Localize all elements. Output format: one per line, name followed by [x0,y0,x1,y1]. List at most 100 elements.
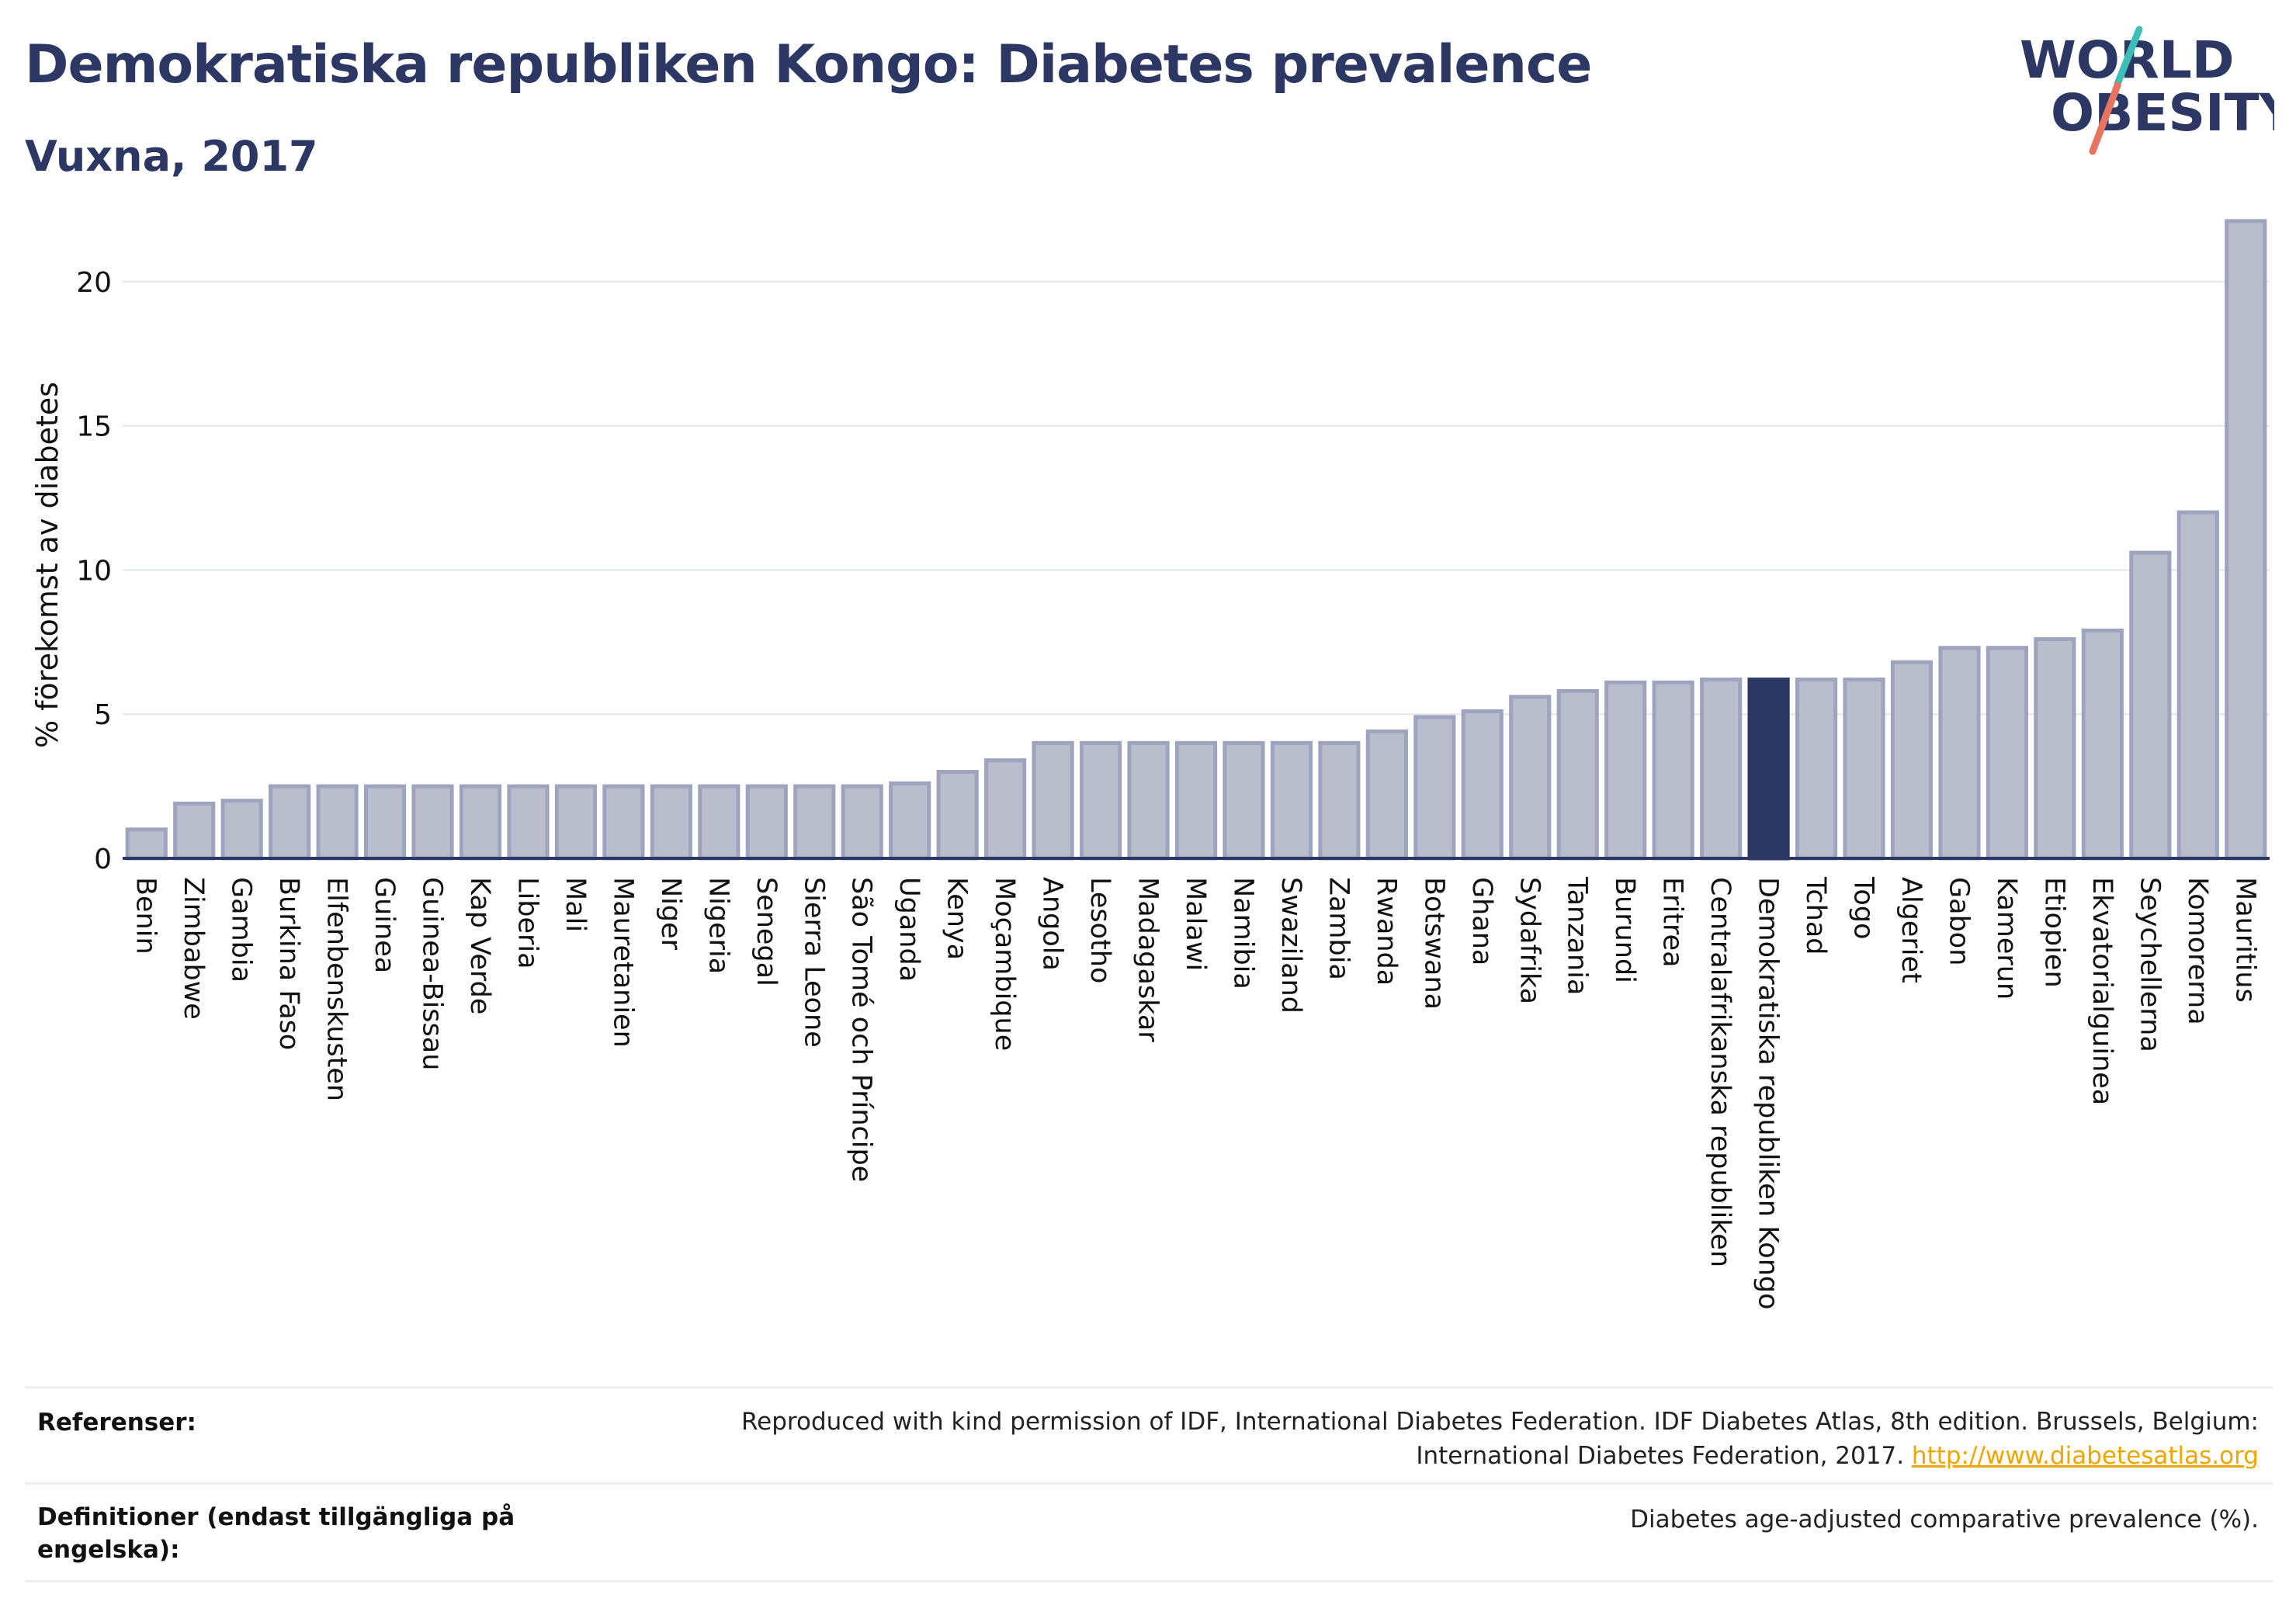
bar-27 [1413,715,1456,861]
y-tick-labels: 0 5 10 15 20 [76,267,112,875]
x-tick-label: Kamerun [1991,877,2022,1000]
x-tick-label: Ekvatorialguinea [2086,877,2117,1105]
bar-25 [1318,740,1361,861]
world-obesity-logo: WORLD OBESITY [2020,26,2274,155]
x-tick-label: Botswana [1418,877,1449,1010]
y-tick-label: 20 [76,267,112,299]
bar-29 [1509,695,1552,861]
x-tick-label: Moçambique [989,877,1020,1051]
bar-28 [1461,709,1503,861]
x-tick-label: Nigeria [702,877,734,974]
bar-15 [841,784,883,861]
x-tick-label: Mauritius [2229,877,2260,1003]
bar-18 [984,758,1027,861]
references-text: Reproduced with kind permission of IDF, … [741,1405,2259,1473]
bar-17 [936,770,979,861]
bar-31 [1604,680,1647,861]
x-tick-label: Ghana [1466,877,1497,965]
x-tick-label: Gabon [1943,877,1974,965]
bar-3 [269,784,311,861]
definitions-label: Definitioner (endast tillgängliga på eng… [37,1501,515,1566]
page-title: Demokratiska republiken Kongo: Diabetes … [25,34,1592,95]
references-link[interactable]: http://www.diabetesatlas.org [1911,1442,2259,1470]
x-tick-label: Sierra Leone [798,877,829,1048]
x-tick-label: Zimbabwe [178,877,209,1020]
references-line-2-text: International Diabetes Federation, 2017. [1416,1442,1905,1470]
logo-slash-coral [2089,81,2121,155]
logo-word-obesity: OBESITY [2051,83,2274,143]
bar-30 [1556,688,1599,861]
bar-20 [1079,740,1122,861]
bar-21 [1127,740,1170,861]
x-tick-label: Guinea-Bissau [417,877,448,1070]
x-tick-label: Togo [1848,876,1879,939]
definitions-label-line-1: Definitioner (endast tillgängliga på [37,1503,515,1531]
y-tick-label: 5 [94,699,112,731]
bar-10 [602,784,645,861]
bar-32 [1652,680,1694,861]
bar-26 [1365,730,1408,861]
page-subtitle: Vuxna, 2017 [25,132,318,181]
definitions-text: Diabetes age-adjusted comparative preval… [1630,1506,2259,1534]
x-tick-label: Elfenbenskusten [321,877,352,1101]
bar-35 [1795,678,1838,861]
bar-1 [173,801,216,861]
references-line-1: Reproduced with kind permission of IDF, … [741,1408,2259,1436]
y-tick-label: 10 [76,555,112,587]
x-tick-label: Sydafrika [1514,877,1545,1004]
bar-7 [459,784,502,861]
bar-13 [745,784,788,861]
x-tick-label: Namibia [1227,877,1258,989]
x-tick-label: Gambia [226,877,257,983]
x-tick-label: Burundi [1609,877,1640,983]
footer-divider-bottom [25,1580,2273,1582]
bar-11 [650,784,692,861]
x-tick-label: Rwanda [1371,877,1402,986]
x-tick-label: Komorerna [2182,877,2213,1025]
y-axis-label: % förekomst av diabetes [30,382,64,748]
x-tick-labels: Benin Zimbabwe Gambia Burkina Faso Elfenbens… [130,876,2261,1310]
x-tick-label: Etiopien [2038,877,2069,988]
bar-14 [793,784,836,861]
bar-40 [2034,637,2076,861]
bar-4 [316,784,359,861]
x-tick-label: Mauretanien [607,877,638,1048]
bar-38 [1938,646,1981,861]
bar-12 [698,784,740,861]
x-tick-label: Benin [130,877,161,955]
bar-0 [125,827,168,861]
bar-9 [554,784,598,861]
references-line-2: International Diabetes Federation, 2017.… [741,1439,2259,1473]
bar-36 [1843,678,1885,861]
bar-2 [220,799,263,861]
references-label: Referenser: [37,1409,196,1437]
x-tick-label: Kenya [942,877,973,960]
x-tick-label: Malawi [1180,877,1211,971]
bar-6 [411,784,454,861]
bar-43 [2176,510,2219,861]
y-tick-label: 0 [94,844,112,875]
bar-42 [2129,550,2172,861]
x-tick-label: Lesotho [1084,877,1115,983]
y-tick-label: 15 [76,411,112,443]
x-tick-label: Angola [1037,877,1068,971]
x-tick-label: Tanzania [1562,876,1593,995]
x-tick-label: Demokratiska republiken Kongo [1753,877,1784,1310]
x-tick-label: Centralafrikanska republiken [1705,877,1736,1267]
x-tick-label: Madagaskar [1132,877,1164,1042]
definitions-label-line-2: engelska): [37,1536,180,1564]
x-tick-label: Kap Verde [464,877,495,1014]
x-tick-label: Swaziland [1275,877,1306,1014]
x-tick-label: Senegal [751,877,782,986]
bar-41 [2081,628,2124,861]
x-tick-label: Zambia [1323,877,1354,980]
bar-8 [507,784,550,861]
x-tick-label: Tchad [1800,876,1831,955]
bar-19 [1032,740,1074,861]
bar-44 [2225,219,2267,861]
x-tick-label: Guinea [369,877,400,973]
bar-37 [1890,660,1934,861]
bar-39 [1986,646,2029,861]
bar-23 [1223,740,1265,861]
x-tick-label: Seychellerna [2134,877,2165,1052]
